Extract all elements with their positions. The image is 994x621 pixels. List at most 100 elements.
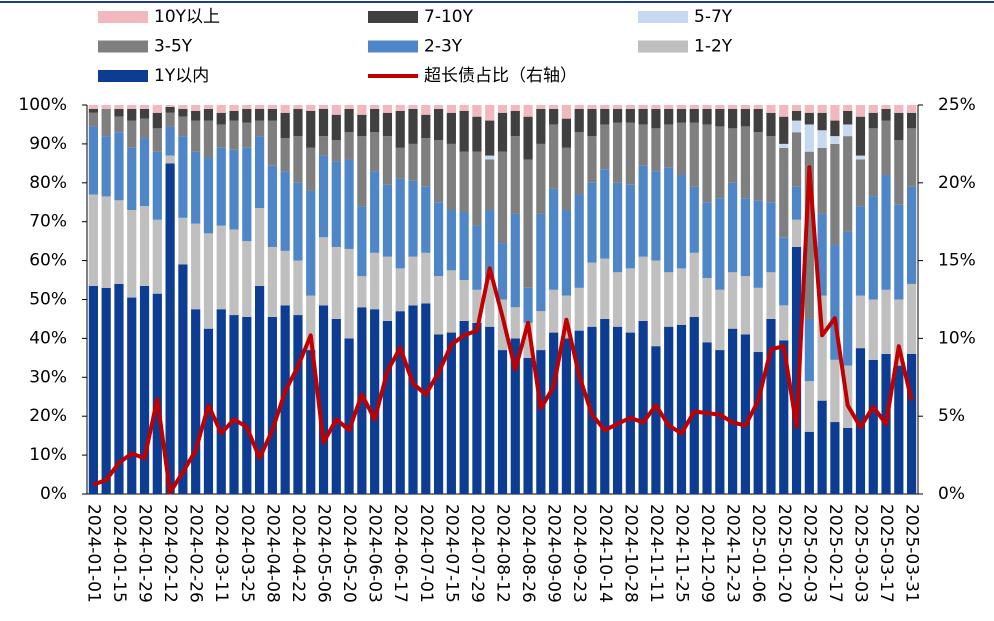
bar-segment [753, 108, 763, 133]
bar-segment [306, 350, 316, 494]
bar-segment [868, 299, 878, 360]
bar-segment [127, 120, 137, 148]
bar-segment [497, 243, 508, 300]
bar-segment [408, 108, 418, 144]
x-tick-label: 2025-02-03 [799, 504, 819, 603]
bar-segment [612, 272, 623, 327]
bar-segment [625, 268, 635, 333]
bar-segment [689, 122, 699, 187]
x-tick-label: 2025-02-17 [825, 504, 845, 603]
bar-segment [229, 110, 239, 121]
bar-segment [561, 147, 572, 211]
y-tick-label: 60% [29, 251, 67, 271]
bar-segment [804, 151, 814, 319]
bar-segment [433, 105, 444, 109]
bar-segment [331, 140, 341, 162]
bar-segment [216, 225, 226, 310]
bar-segment [114, 108, 124, 117]
bar-segment [766, 112, 776, 137]
bar-segment [638, 108, 648, 125]
bar-segment [152, 105, 162, 113]
bar-segment [728, 182, 738, 273]
bar-segment [267, 105, 277, 109]
bar-segment [510, 307, 520, 339]
bar-segment [446, 270, 456, 333]
bar-segment [267, 317, 277, 494]
bar-segment [561, 210, 572, 296]
bar-segment [318, 237, 329, 306]
bar-segment [804, 105, 814, 113]
bar-segment [280, 138, 290, 172]
bar-segment [280, 250, 290, 306]
bar-segment [459, 280, 469, 321]
bar-segment [433, 108, 444, 141]
bar-segment [267, 108, 277, 121]
y2-tick-label: 15% [938, 251, 976, 271]
bar-segment [715, 108, 725, 127]
bar-segment [395, 178, 405, 269]
bar-segment [306, 147, 316, 191]
bar-segment [485, 326, 495, 494]
bar-segment [216, 105, 226, 113]
x-tick-label: 2025-01-20 [774, 504, 794, 603]
y-tick-label: 90% [29, 134, 67, 154]
bar-segment [357, 136, 367, 207]
bar-segment [178, 108, 188, 117]
bar-segment [88, 105, 98, 109]
bar-segment [382, 256, 393, 321]
bar-segment [101, 105, 111, 109]
bar-segment [536, 311, 546, 351]
x-tick-label: 2024-09-09 [544, 504, 564, 603]
bar-segment [651, 108, 661, 129]
bar-segment [267, 120, 277, 166]
bar-segment [536, 143, 546, 214]
bar-segment [178, 105, 188, 109]
bar-segment [485, 105, 495, 121]
bar-segment [715, 126, 725, 199]
bar-segment [165, 126, 175, 156]
bar-segment [791, 246, 802, 494]
bar-segment [395, 147, 405, 179]
bar-segment [382, 105, 393, 113]
bar-segment [357, 114, 367, 137]
bar-segment [753, 287, 763, 353]
y2-tick-label: 10% [938, 328, 976, 348]
bar-segment [779, 305, 789, 341]
bar-segment [485, 159, 495, 211]
bar-segment [881, 108, 891, 121]
bar-segment [152, 219, 162, 294]
bar-segment [485, 280, 495, 327]
bar-segment [203, 157, 214, 234]
legend-label: 1-2Y [694, 37, 733, 57]
bar-segment [766, 318, 776, 494]
bar-segment [549, 188, 559, 290]
bar-segment [612, 122, 623, 183]
bar-segment [370, 105, 380, 109]
bar-segment [254, 105, 265, 109]
bar-segment [753, 352, 763, 494]
legend-swatch [98, 70, 148, 82]
x-tick-label: 2024-04-22 [288, 504, 308, 603]
legend-label: 超长债占比（右轴） [424, 66, 577, 86]
bar-segment [472, 116, 482, 152]
bar-segment [306, 110, 316, 148]
bar-segment [127, 105, 137, 109]
bar-segment [178, 264, 188, 494]
bar-segment [254, 136, 265, 209]
bar-segment [804, 431, 814, 494]
bar-segment [830, 422, 840, 494]
x-tick-label: 2025-03-31 [902, 504, 922, 603]
bar-segment [817, 112, 827, 131]
bar-segment [139, 108, 150, 119]
bar-segment [843, 124, 853, 137]
bar-segment [127, 147, 137, 211]
bar-segment [293, 315, 303, 494]
bar-segment [600, 169, 610, 259]
bar-segment [344, 159, 354, 249]
legend-label: 5-7Y [694, 7, 733, 27]
bar-segment [114, 132, 124, 201]
bar-segment [600, 124, 610, 170]
bar-segment [88, 285, 98, 494]
bar-segment [370, 132, 380, 172]
bar-segment [191, 110, 201, 121]
